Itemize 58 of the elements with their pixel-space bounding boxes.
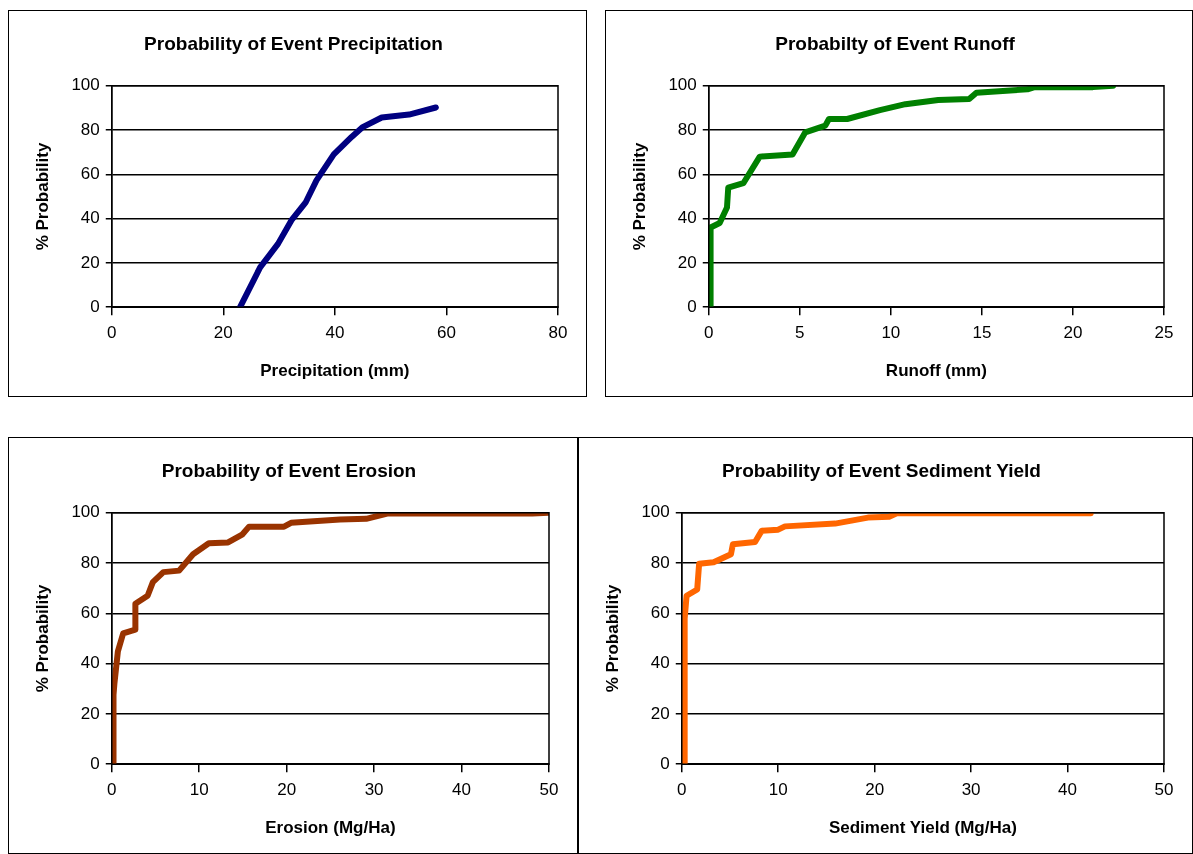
y-tick-label: 20 [80, 703, 100, 723]
y-tick-label: 40 [650, 653, 670, 673]
y-tick-label: 0 [687, 296, 697, 316]
y-tick-label: 40 [677, 208, 697, 228]
chart-title: Probability of Event Erosion [161, 459, 417, 481]
y-axis-title: % Probability [602, 584, 622, 693]
y-axis-title: % Probability [629, 142, 649, 251]
y-tick-label: 60 [80, 603, 100, 623]
x-tick-label: 10 [768, 780, 788, 800]
y-tick-label: 100 [641, 502, 670, 522]
y-tick-label: 0 [660, 753, 670, 773]
x-tick-label: 25 [1154, 323, 1174, 343]
chart-title: Probabilty of Event Runoff [775, 32, 1016, 54]
x-tick-label: 50 [1154, 780, 1174, 800]
x-tick-label: 5 [795, 323, 805, 343]
x-tick-label: 40 [325, 323, 345, 343]
x-tick-label: 0 [107, 780, 117, 800]
y-tick-label: 0 [90, 753, 100, 773]
y-tick-label: 100 [71, 75, 100, 95]
y-tick-label: 20 [677, 252, 697, 272]
x-tick-label: 30 [961, 780, 981, 800]
y-tick-label: 40 [80, 653, 100, 673]
x-tick-label: 30 [364, 780, 384, 800]
x-tick-label: 15 [972, 323, 992, 343]
y-tick-label: 60 [80, 164, 100, 184]
y-tick-label: 80 [677, 119, 697, 139]
x-axis-title: Runoff (mm) [885, 361, 987, 381]
x-tick-label: 50 [539, 780, 559, 800]
x-tick-label: 60 [436, 323, 456, 343]
x-axis-title: Sediment Yield (Mg/Ha) [828, 818, 1017, 838]
x-tick-label: 20 [865, 780, 885, 800]
x-axis-title: Precipitation (mm) [260, 361, 410, 381]
y-tick-label: 60 [650, 603, 670, 623]
y-tick-label: 40 [80, 208, 100, 228]
x-tick-label: 40 [1058, 780, 1078, 800]
x-tick-label: 20 [1063, 323, 1083, 343]
y-tick-label: 80 [80, 119, 100, 139]
x-tick-label: 20 [213, 323, 233, 343]
x-axis-title: Erosion (Mg/Ha) [265, 818, 396, 838]
y-tick-label: 20 [650, 703, 670, 723]
y-tick-label: 100 [71, 502, 100, 522]
y-tick-label: 60 [677, 164, 697, 184]
y-tick-label: 0 [90, 296, 100, 316]
y-tick-label: 20 [80, 252, 100, 272]
y-axis-title: % Probability [32, 584, 52, 693]
x-tick-label: 0 [704, 323, 714, 343]
y-tick-label: 80 [650, 552, 670, 572]
x-tick-label: 80 [548, 323, 568, 343]
x-tick-label: 20 [277, 780, 297, 800]
x-tick-label: 10 [881, 323, 901, 343]
chart-title: Probability of Event Precipitation [144, 32, 443, 54]
chart-title: Probability of Event Sediment Yield [722, 459, 1041, 481]
y-tick-label: 80 [80, 552, 100, 572]
y-axis-title: % Probability [32, 142, 52, 251]
x-tick-label: 0 [107, 323, 117, 343]
x-tick-label: 40 [452, 780, 472, 800]
x-tick-label: 10 [189, 780, 209, 800]
y-tick-label: 100 [668, 75, 697, 95]
